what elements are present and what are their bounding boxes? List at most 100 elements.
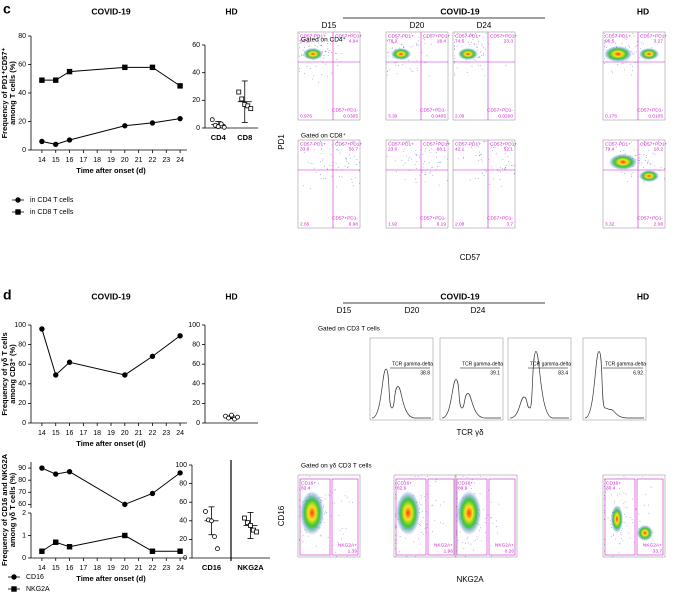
event-dot: [334, 502, 336, 504]
event-dot: [621, 62, 623, 64]
event-dot: [317, 46, 319, 48]
event-dot: [428, 162, 430, 164]
data-point: [66, 137, 73, 143]
event-dot: [485, 49, 486, 51]
section-title: COVID-19: [440, 6, 479, 16]
event-dot: [627, 45, 629, 47]
gate-value: 1.96: [444, 548, 454, 554]
event-dot: [463, 156, 464, 158]
chart-title: COVID-19: [91, 6, 130, 16]
event-dot: [310, 68, 311, 69]
event-dot: [315, 65, 317, 67]
event-dot: [321, 500, 323, 502]
x-axis-label: NKG2A: [456, 575, 484, 584]
x-tick-label: 18: [93, 565, 101, 572]
event-dot: [620, 538, 622, 539]
event-dot: [395, 483, 396, 484]
event-dot: [611, 494, 612, 496]
event-dot: [432, 34, 434, 35]
event-dot: [345, 528, 347, 530]
event-dot: [454, 60, 455, 62]
event-dot: [406, 556, 407, 557]
event-dot: [418, 538, 419, 540]
event-dot: [409, 157, 411, 159]
data-point: [122, 501, 128, 508]
event-dot: [330, 43, 332, 45]
event-dot: [645, 494, 646, 495]
event-dot: [475, 177, 476, 179]
event-dot: [604, 512, 605, 514]
event-dot: [471, 479, 473, 481]
y-tick-label: 60: [18, 501, 26, 508]
event-dot: [302, 535, 304, 537]
event-dot: [644, 141, 646, 142]
event-dot: [454, 57, 456, 59]
quadrant-label: CD57-PD1+: [455, 33, 481, 39]
x-tick-label: 14: [38, 565, 46, 572]
event-dot: [470, 543, 472, 545]
event-dot: [424, 39, 425, 41]
density: [611, 505, 623, 533]
event-dot: [461, 45, 462, 47]
event-dot: [435, 481, 437, 482]
event-dot: [299, 499, 300, 501]
event-dot: [387, 156, 388, 158]
event-dot: [614, 482, 616, 484]
event-dot: [421, 170, 423, 171]
event-dot: [635, 508, 637, 510]
event-dot: [324, 50, 326, 52]
event-dot: [394, 160, 396, 162]
x-tick-label: 21: [135, 565, 143, 572]
event-dot: [308, 41, 310, 43]
event-dot: [621, 527, 623, 529]
data-point: [229, 412, 234, 418]
plot-frame: [602, 139, 666, 229]
x-tick-label: 23: [162, 157, 170, 164]
event-dot: [506, 146, 507, 148]
event-dot: [443, 501, 445, 503]
quadrant-label: CD57-PD1+: [605, 141, 631, 147]
event-dot: [313, 149, 315, 151]
y-axis-label: among CD3⁺ (%): [8, 344, 17, 404]
plot-frame: [393, 474, 457, 558]
gate-value: 83.4: [301, 485, 311, 491]
event-dot: [318, 81, 319, 83]
density: [458, 48, 478, 60]
event-dot: [488, 43, 490, 45]
plot-frame: [439, 337, 504, 421]
data-point: [39, 77, 45, 83]
event-dot: [332, 162, 333, 163]
gate-label: Gated on CD3 T cells: [318, 326, 381, 333]
y-tick-label: 80: [192, 341, 200, 348]
event-dot: [329, 50, 331, 51]
event-dot: [319, 44, 321, 46]
y-axis-label: Frequency of CD16 and NKG2A: [0, 453, 9, 566]
event-dot: [498, 503, 500, 505]
event-dot: [310, 163, 312, 164]
data-point: [149, 120, 156, 126]
event-dot: [481, 45, 483, 46]
event-dot: [406, 155, 408, 157]
event-dot: [436, 479, 437, 480]
density: [303, 48, 323, 60]
quadrant-value: 4.94: [349, 38, 359, 44]
event-dot: [480, 527, 481, 529]
event-dot: [306, 66, 308, 67]
day-label: D20: [405, 306, 420, 315]
event-dot: [639, 157, 641, 159]
event-dot: [638, 57, 640, 58]
event-dot: [323, 33, 325, 35]
event-dot: [621, 171, 622, 173]
event-dot: [629, 46, 631, 48]
event-dot: [336, 59, 338, 60]
event-dot: [606, 487, 607, 489]
event-dot: [613, 33, 615, 34]
event-dot: [632, 52, 633, 54]
event-dot: [329, 165, 330, 167]
density: [457, 491, 481, 535]
event-dot: [318, 40, 320, 42]
event-dot: [647, 159, 649, 161]
event-dot: [414, 153, 416, 155]
event-dot: [328, 52, 330, 53]
event-dot: [327, 169, 328, 170]
